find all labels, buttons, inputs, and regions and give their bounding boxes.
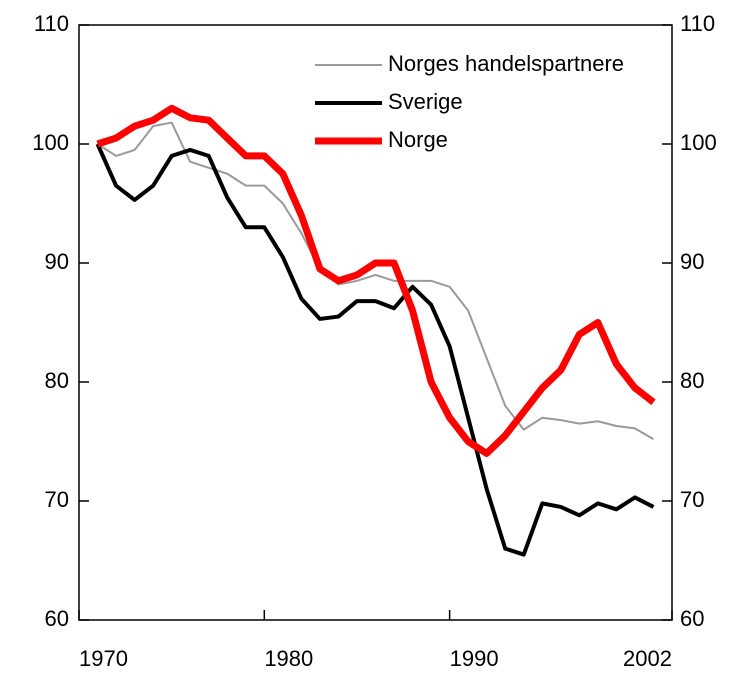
y-tick-label: 100: [32, 130, 69, 155]
y-tick-label: 80: [45, 368, 69, 393]
y2-tick-label: 60: [680, 606, 704, 631]
legend-label: Norges handelspartnere: [388, 51, 624, 76]
y-tick-label: 60: [45, 606, 69, 631]
y2-tick-label: 100: [680, 130, 717, 155]
x-tick-label: 1990: [450, 646, 499, 671]
legend-label: Norge: [388, 127, 448, 152]
y2-tick-label: 110: [680, 11, 715, 36]
x-tick-label: 1980: [264, 646, 313, 671]
plot-frame: [78, 24, 673, 621]
series-line: [96, 104, 656, 457]
y2-tick-label: 70: [680, 487, 704, 512]
y-tick-label: 90: [45, 249, 69, 274]
series-line: [95, 143, 655, 557]
y-tick-label: 70: [45, 487, 69, 512]
legend-label: Sverige: [388, 89, 463, 114]
x-tick-label: 1970: [79, 646, 128, 671]
y2-tick-label: 90: [680, 249, 704, 274]
series-line: [96, 121, 654, 440]
y2-tick-label: 80: [680, 368, 704, 393]
y-tick-label: 110: [34, 11, 69, 36]
x-tick-label: 2002: [623, 646, 672, 671]
